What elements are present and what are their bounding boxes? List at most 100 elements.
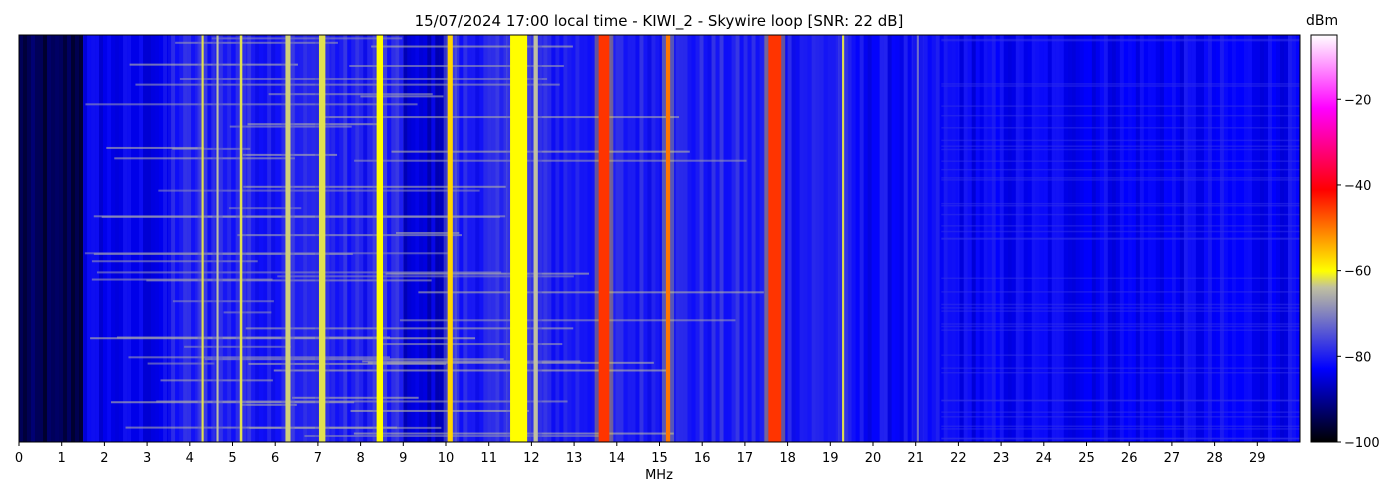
- time-streak: [371, 45, 573, 48]
- noise-column: [399, 35, 404, 442]
- noise-column: [115, 35, 120, 442]
- time-streak: [172, 300, 274, 303]
- colorbar-tick-label: −80: [1344, 350, 1371, 365]
- noise-column: [403, 35, 408, 442]
- noise-column: [111, 35, 116, 442]
- time-streak: [941, 160, 1300, 162]
- noise-column: [647, 35, 652, 442]
- x-tick-label: 14: [609, 451, 626, 466]
- signal-band: [285, 35, 291, 442]
- noise-column: [291, 35, 296, 442]
- x-tick-label: 22: [950, 451, 967, 466]
- noise-column: [851, 35, 856, 442]
- x-tick-label: 16: [694, 451, 711, 466]
- noise-column: [799, 35, 804, 442]
- time-streak: [273, 369, 669, 372]
- noise-column: [615, 35, 620, 442]
- noise-column: [251, 35, 256, 442]
- noise-column: [823, 35, 828, 442]
- noise-column: [563, 35, 568, 442]
- noise-column: [875, 35, 880, 442]
- noise-column: [255, 35, 260, 442]
- time-streak: [350, 409, 530, 412]
- time-streak: [84, 252, 451, 255]
- x-tick-label: 11: [480, 451, 497, 466]
- time-streak: [223, 311, 272, 314]
- noise-column: [95, 35, 100, 442]
- noise-column: [119, 35, 124, 442]
- noise-column: [439, 35, 444, 442]
- noise-column: [931, 35, 936, 442]
- time-streak: [96, 271, 502, 274]
- noise-column: [299, 35, 304, 442]
- time-streak: [941, 168, 1300, 171]
- time-streak: [941, 237, 1300, 240]
- x-tick-label: 7: [314, 451, 322, 466]
- noise-column: [147, 35, 152, 442]
- signal-band: [916, 35, 919, 442]
- time-streak: [396, 231, 460, 234]
- signal-band: [842, 35, 845, 442]
- noise-column: [755, 35, 760, 442]
- time-streak: [204, 358, 504, 361]
- noise-column: [231, 35, 236, 442]
- time-streak: [172, 147, 251, 150]
- noise-column: [507, 35, 512, 442]
- noise-column: [467, 35, 472, 442]
- noise-column: [695, 35, 700, 442]
- noise-column: [819, 35, 824, 442]
- time-streak: [941, 310, 1300, 312]
- x-tick-label: 4: [186, 451, 194, 466]
- noise-column: [871, 35, 876, 442]
- noise-column: [919, 35, 924, 442]
- noise-column: [423, 35, 428, 442]
- x-tick-label: 6: [271, 451, 279, 466]
- x-tick-label: 21: [907, 451, 924, 466]
- time-streak: [399, 319, 736, 322]
- time-streak: [156, 400, 568, 403]
- time-streak: [321, 116, 680, 119]
- noise-column: [415, 35, 420, 442]
- time-streak: [941, 428, 1300, 430]
- noise-column: [343, 35, 348, 442]
- noise-column: [747, 35, 752, 442]
- noise-column: [531, 35, 536, 442]
- noise-column: [247, 35, 252, 442]
- time-streak: [391, 150, 690, 153]
- noise-column: [631, 35, 636, 442]
- time-streak: [248, 362, 447, 365]
- noise-column: [763, 35, 768, 442]
- noise-column: [199, 35, 204, 442]
- x-tick-label: 25: [1078, 451, 1095, 466]
- noise-column: [463, 35, 468, 442]
- time-streak: [941, 277, 1300, 280]
- time-streak: [129, 63, 298, 66]
- time-streak: [360, 95, 444, 98]
- noise-column: [623, 35, 628, 442]
- time-streak: [941, 411, 1300, 413]
- time-streak: [211, 37, 403, 40]
- time-streak: [941, 204, 1300, 207]
- noise-column: [827, 35, 832, 442]
- time-streak: [941, 416, 1300, 418]
- time-streak: [941, 238, 1300, 240]
- time-streak: [941, 179, 1300, 181]
- noise-column: [891, 35, 896, 442]
- time-streak: [349, 65, 564, 68]
- x-tick-label: 8: [356, 451, 364, 466]
- x-tick-label: 28: [1206, 451, 1223, 466]
- time-streak: [941, 230, 1300, 233]
- time-streak: [147, 362, 215, 365]
- noise-column: [579, 35, 584, 442]
- noise-column: [259, 35, 264, 442]
- x-tick-label: 2: [100, 451, 108, 466]
- noise-column: [935, 35, 940, 442]
- noise-column: [547, 35, 552, 442]
- noise-column: [487, 35, 492, 442]
- time-streak: [941, 425, 1300, 428]
- noise-column: [795, 35, 800, 442]
- chart-title: 15/07/2024 17:00 local time - KIWI_2 - S…: [414, 12, 904, 30]
- time-streak: [179, 77, 548, 80]
- time-streak: [292, 396, 419, 399]
